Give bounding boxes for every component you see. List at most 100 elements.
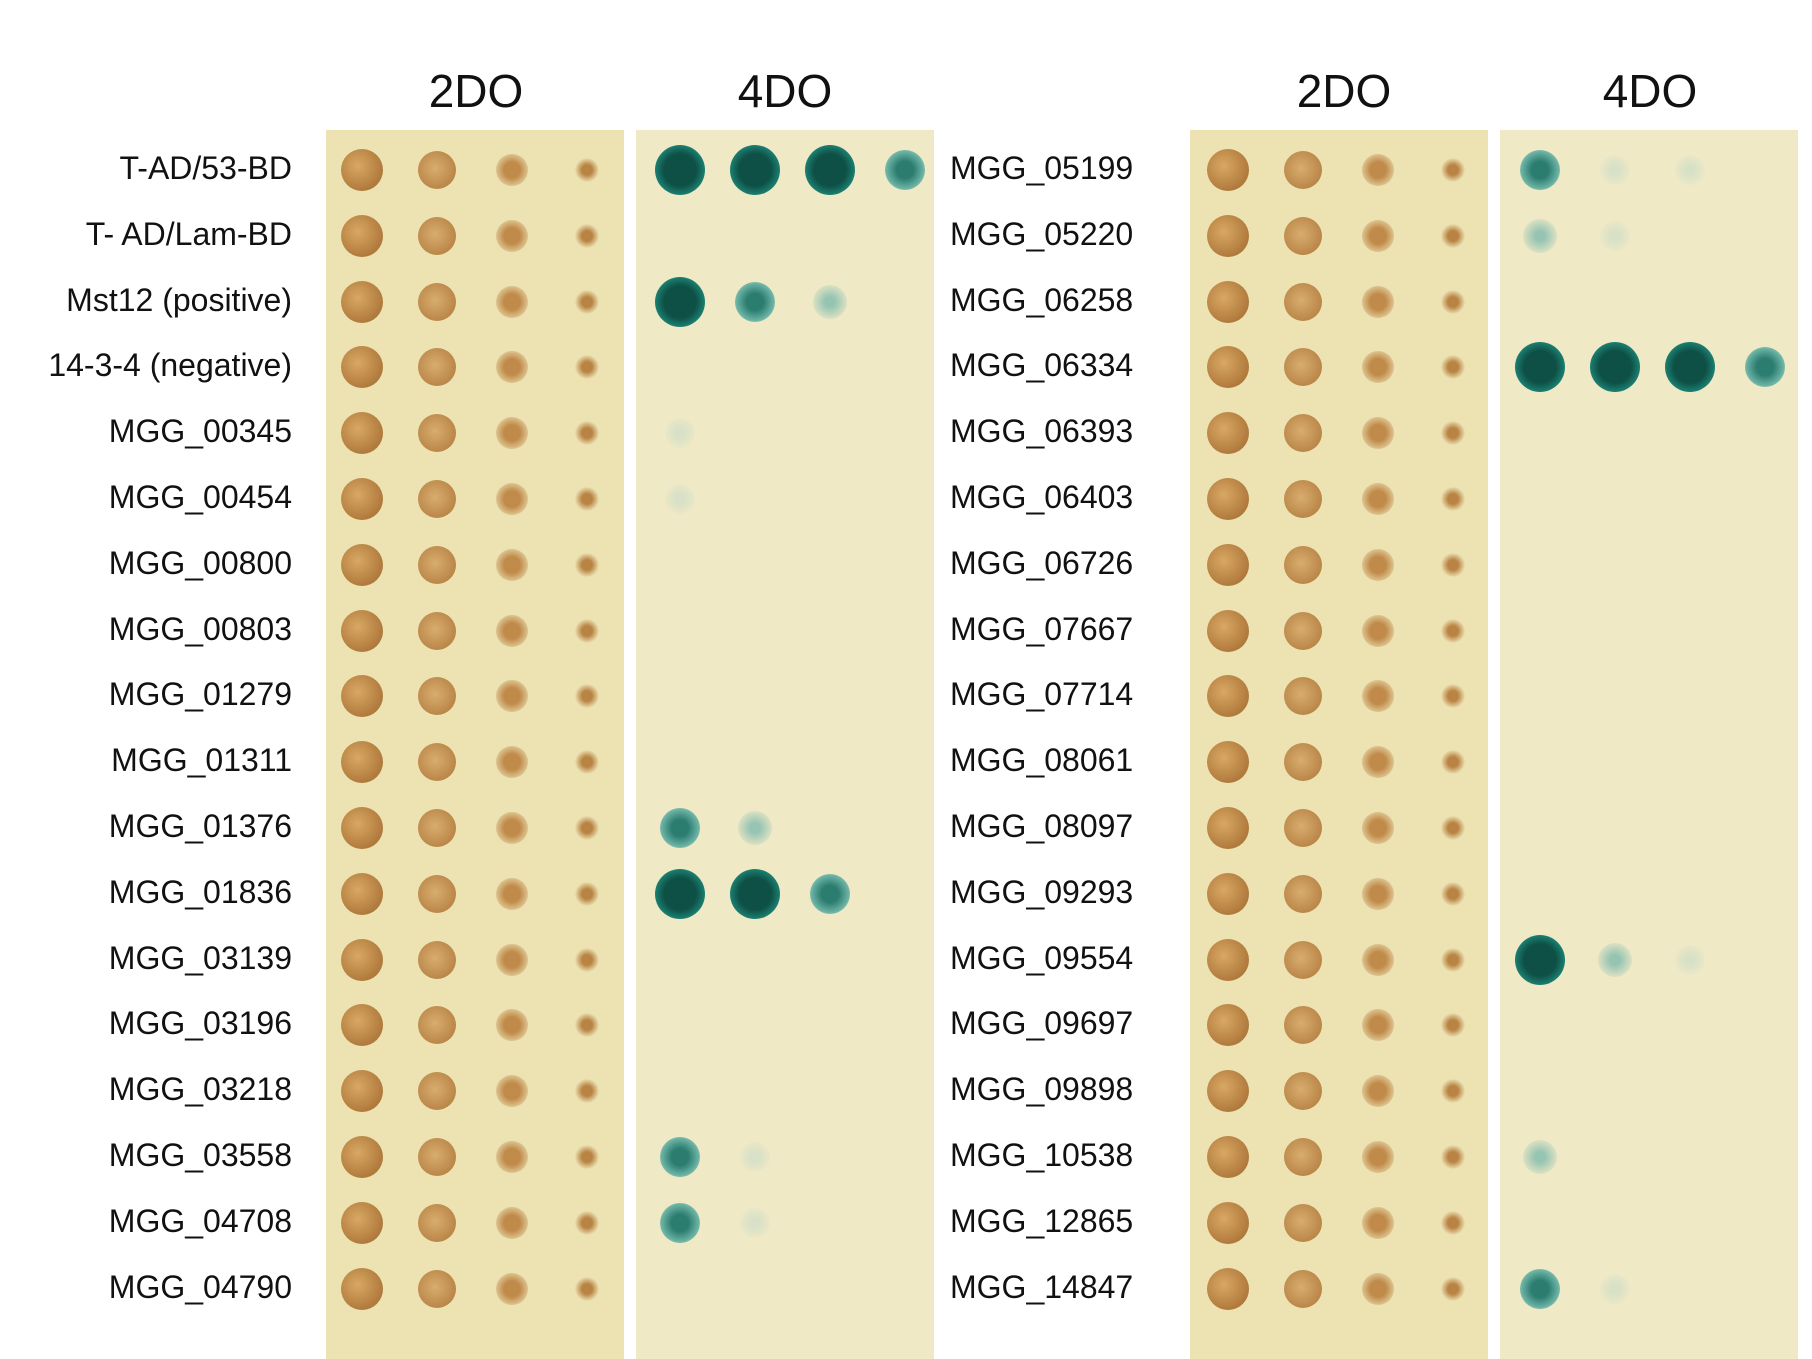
row-label: MGG_09697	[950, 1005, 1134, 1042]
blue-colony-spot	[655, 868, 705, 919]
tan-colony-spot	[418, 1138, 456, 1176]
tan-colony-spot	[1284, 743, 1322, 782]
tan-colony-spot	[1441, 816, 1465, 840]
tan-colony-spot	[575, 158, 599, 182]
tan-colony-spot	[1207, 807, 1249, 849]
tan-colony-spot	[496, 219, 528, 252]
tan-colony-spot	[341, 543, 383, 586]
row-label: MGG_06258	[950, 281, 1134, 318]
tan-colony-spot	[1284, 414, 1322, 453]
tan-colony-spot	[418, 1203, 456, 1242]
row-label: MGG_00803	[108, 610, 292, 647]
row-label: MGG_03196	[108, 1005, 292, 1042]
tan-colony-spot	[341, 280, 383, 323]
tan-colony-spot	[496, 1075, 528, 1108]
tan-colony-spot	[496, 154, 528, 186]
row-label: MGG_09554	[950, 939, 1134, 976]
blue-colony-spot	[1523, 1140, 1557, 1174]
tan-colony-spot	[418, 1072, 456, 1111]
tan-colony-spot	[1207, 1070, 1249, 1113]
tan-colony-spot	[341, 872, 383, 915]
row-label: T- AD/Lam-BD	[85, 215, 292, 252]
tan-colony-spot	[418, 545, 456, 584]
tan-colony-spot	[575, 1079, 599, 1104]
tan-colony-spot	[1207, 1136, 1249, 1178]
blue-colony-spot	[885, 150, 925, 190]
tan-colony-spot	[575, 1013, 599, 1038]
tan-colony-spot	[1362, 285, 1394, 318]
tan-colony-spot	[1362, 614, 1394, 647]
tan-colony-spot	[1284, 151, 1322, 189]
blue-colony-spot	[738, 811, 772, 845]
tan-colony-spot	[1362, 943, 1394, 976]
row-label: MGG_12865	[950, 1202, 1134, 1239]
blue-colony-spot	[740, 1142, 770, 1172]
tan-colony-spot	[1441, 881, 1465, 906]
row-label: 14-3-4 (negative)	[48, 347, 292, 384]
tan-colony-spot	[418, 1006, 456, 1045]
tan-colony-spot	[1441, 223, 1465, 248]
tan-colony-spot	[496, 877, 528, 910]
tan-colony-spot	[1207, 1004, 1249, 1047]
tan-colony-spot	[1441, 355, 1465, 380]
tan-colony-spot	[1207, 412, 1249, 455]
row-label: MGG_09898	[950, 1071, 1134, 1108]
tan-colony-spot	[341, 807, 383, 849]
row-label: MGG_04708	[108, 1202, 292, 1239]
tan-colony-spot	[341, 346, 383, 389]
tan-colony-spot	[1284, 216, 1322, 255]
row-label: MGG_01836	[108, 873, 292, 910]
tan-colony-spot	[418, 151, 456, 189]
tan-colony-spot	[1284, 809, 1322, 847]
tan-colony-spot	[496, 943, 528, 976]
tan-colony-spot	[1441, 750, 1465, 775]
tan-colony-spot	[496, 1009, 528, 1042]
blue-colony-spot	[1600, 1273, 1630, 1304]
tan-colony-spot	[1362, 1141, 1394, 1173]
tan-colony-spot	[575, 223, 599, 248]
tan-colony-spot	[575, 618, 599, 643]
blue-colony-spot	[1520, 1268, 1560, 1309]
tan-colony-spot	[341, 675, 383, 718]
tan-colony-spot	[1441, 1013, 1465, 1038]
tan-colony-spot	[1207, 543, 1249, 586]
row-label: MGG_10538	[950, 1137, 1134, 1173]
tan-colony-spot	[496, 1141, 528, 1173]
tan-colony-spot	[341, 149, 383, 191]
row-label: MGG_07714	[950, 676, 1134, 713]
row-label: MGG_05220	[950, 215, 1134, 252]
blue-colony-spot	[1675, 155, 1705, 185]
blue-colony-spot	[1600, 220, 1630, 251]
tan-colony-spot	[341, 1136, 383, 1178]
right-4do-header: 4DO	[1602, 65, 1698, 117]
tan-colony-spot	[496, 483, 528, 515]
tan-colony-spot	[1362, 877, 1394, 910]
tan-colony-spot	[575, 355, 599, 380]
tan-colony-spot	[1362, 1075, 1394, 1108]
tan-colony-spot	[341, 1070, 383, 1113]
row-label: MGG_01311	[111, 742, 292, 779]
row-label: MGG_06403	[950, 479, 1134, 515]
row-label: Mst12 (positive)	[66, 281, 292, 318]
tan-colony-spot	[341, 214, 383, 257]
tan-colony-spot	[1207, 478, 1249, 520]
tan-colony-spot	[418, 414, 456, 453]
tan-colony-spot	[575, 289, 599, 314]
tan-colony-spot	[496, 680, 528, 713]
tan-colony-spot	[341, 412, 383, 455]
left-2do-header: 2DO	[428, 65, 524, 117]
blue-colony-spot	[655, 276, 705, 327]
tan-colony-spot	[1207, 214, 1249, 257]
tan-colony-spot	[1284, 282, 1322, 321]
tan-colony-spot	[496, 812, 528, 844]
tan-colony-spot	[496, 746, 528, 779]
tan-colony-spot	[575, 1210, 599, 1235]
blue-colony-spot	[1590, 342, 1640, 393]
blue-colony-spot	[660, 808, 700, 848]
tan-colony-spot	[1441, 1079, 1465, 1104]
tan-colony-spot	[341, 938, 383, 981]
tan-colony-spot	[575, 1276, 599, 1301]
row-label: MGG_05199	[950, 150, 1134, 186]
blue-colony-spot	[655, 145, 705, 195]
tan-colony-spot	[496, 417, 528, 450]
